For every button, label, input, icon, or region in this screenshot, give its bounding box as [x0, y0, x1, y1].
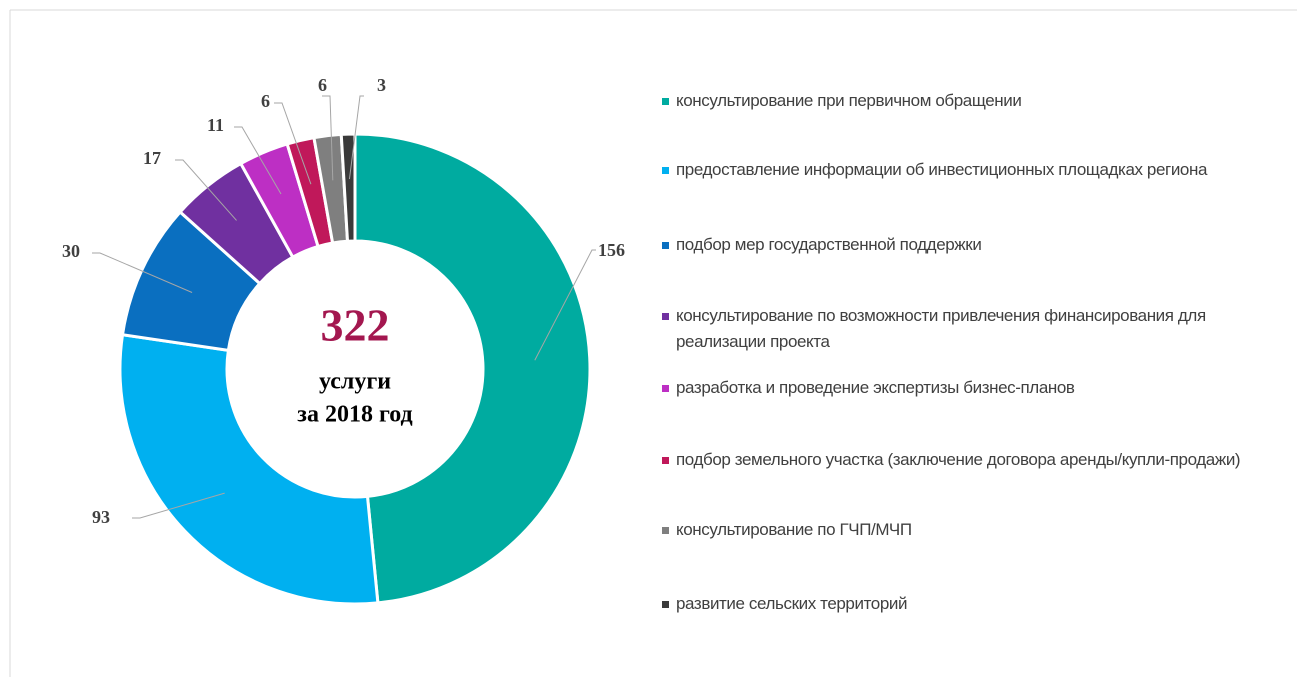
- legend-item: консультирование по возможности привлече…: [662, 303, 1292, 355]
- legend-item: разработка и проведение экспертизы бизне…: [662, 375, 1292, 401]
- data-label: 6: [261, 91, 270, 111]
- legend-label: консультирование при первичном обращении: [676, 91, 1022, 110]
- legend-item: предоставление информации об инвестицион…: [662, 157, 1292, 183]
- leader-line: [348, 95, 364, 180]
- legend-swatch: [662, 527, 669, 534]
- legend-label: развитие сельских территорий: [676, 594, 908, 613]
- data-label: 6: [318, 75, 327, 95]
- legend-label: предоставление информации об инвестицион…: [676, 160, 1208, 179]
- leader-line: [132, 492, 225, 519]
- center-line: за 2018 год: [297, 402, 412, 428]
- legend-swatch: [662, 167, 669, 174]
- slice: [118, 333, 380, 606]
- legend-swatch: [662, 242, 669, 249]
- slice: [353, 132, 592, 605]
- leader-line: [234, 126, 282, 195]
- legend-swatch: [662, 98, 669, 105]
- data-label: 3: [377, 75, 386, 95]
- legend-item: консультирование при первичном обращении: [662, 88, 1292, 114]
- leader-line: [322, 95, 334, 181]
- leader-line: [175, 159, 237, 221]
- data-label: 17: [143, 148, 161, 168]
- legend-label: консультирование по ГЧП/МЧП: [676, 520, 912, 539]
- data-label: 93: [92, 507, 110, 527]
- legend-item: консультирование по ГЧП/МЧП: [662, 517, 1292, 543]
- legend-label: подбор земельного участка (заключение до…: [676, 450, 1241, 469]
- data-label: 11: [207, 115, 224, 135]
- leader-line: [534, 249, 596, 361]
- data-label: 30: [62, 241, 80, 261]
- legend-swatch: [662, 313, 669, 320]
- total: 322: [321, 300, 390, 351]
- legend-label: подбор мер государственной поддержки: [676, 235, 982, 254]
- legend-label: разработка и проведение экспертизы бизне…: [676, 378, 1075, 397]
- legend-swatch: [662, 385, 669, 392]
- data-label: 156: [598, 240, 625, 260]
- legend-swatch: [662, 601, 669, 608]
- center-line: услуги: [319, 369, 391, 395]
- legend-swatch: [662, 457, 669, 464]
- leader-line: [92, 252, 193, 293]
- leader-line: [274, 102, 312, 185]
- legend-item: подбор земельного участка (заключение до…: [662, 447, 1292, 473]
- legend-label: консультирование по возможности привлече…: [676, 306, 1206, 351]
- legend-item: развитие сельских территорий: [662, 591, 1292, 617]
- legend-item: подбор мер государственной поддержки: [662, 232, 1292, 258]
